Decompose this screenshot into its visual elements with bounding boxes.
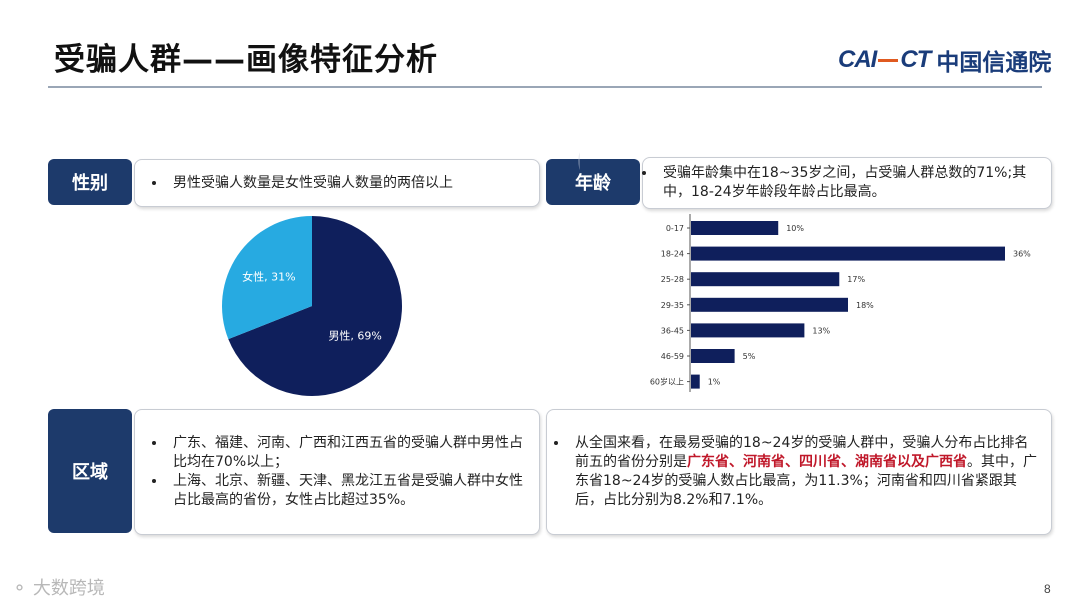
gender-tag: 性别 <box>48 159 132 205</box>
region-tag: 区域 <box>48 409 132 533</box>
caict-logo: CAI CT 中国信通院 <box>838 44 1051 76</box>
national-text-1: 从全国来看，在最易受骗的18~24岁的受骗人群中，受骗人分布占比排名前五的省份分… <box>575 435 1029 470</box>
region-bullet-2: 上海、北京、新疆、天津、黑龙江五省是受骗人群中女性占比最高的省份，女性占比超过3… <box>167 472 525 510</box>
region-bullet-1: 广东、福建、河南、广西和江西五省的受骗人群中男性占比均在70%以上； <box>167 434 525 472</box>
age-note: 受骗年龄集中在18~35岁之间，占受骗人群总数的71%;其中，18-24岁年龄段… <box>657 164 1051 202</box>
pie-slice-male <box>228 216 402 396</box>
national-highlight: 广东省、河南省、四川省、湖南省以及广西省 <box>687 454 967 470</box>
region-box: 广东、福建、河南、广西和江西五省的受骗人群中男性占比均在70%以上； 上海、北京… <box>134 409 540 535</box>
logo-accent-bar <box>878 58 899 62</box>
pie-slice-female <box>221 216 312 340</box>
bar-29-35 <box>691 297 848 312</box>
footer-brand: ⚬ 大数跨境 <box>12 574 105 600</box>
national-text-2: 。其中，广东省18~24岁的受骗人数占比最高，为11.3%；河南省和四川省紧跟其… <box>575 454 1037 508</box>
national-note: 从全国来看，在最易受骗的18~24岁的受骗人群中，受骗人分布占比排名前五的省份分… <box>569 434 1037 510</box>
age-note-box: 受骗年龄集中在18~35岁之间，占受骗人群总数的71%;其中，18-24岁年龄段… <box>642 157 1052 209</box>
bar-value-label: 18% <box>856 301 874 310</box>
bar-value-label: 5% <box>743 352 756 361</box>
logo-text-en-left: CAI <box>838 46 877 73</box>
bar-value-label: 17% <box>847 275 865 284</box>
bar-value-label: 10% <box>786 224 804 233</box>
logo-text-cn: 中国信通院 <box>936 50 1052 76</box>
national-box: 从全国来看，在最易受骗的18~24岁的受骗人群中，受骗人分布占比排名前五的省份分… <box>546 409 1052 535</box>
bar-18-24 <box>691 246 1005 261</box>
bar-category-label: 36-45 <box>661 326 684 335</box>
bar-0-17 <box>691 221 779 235</box>
title-divider <box>48 86 1042 88</box>
bar-category-label: 18-24 <box>661 250 684 259</box>
bar-value-label: 13% <box>812 326 830 335</box>
gender-pie-chart: 男性, 69% 女性, 31% <box>221 216 402 396</box>
bar-category-label: 46-59 <box>661 352 684 361</box>
gender-note: 男性受骗人数量是女性受骗人数量的两倍以上 <box>167 174 453 193</box>
bar-60岁以上 <box>691 374 700 389</box>
bar-category-label: 25-28 <box>661 275 684 284</box>
bar-value-label: 36% <box>1013 250 1031 259</box>
page-number: 8 <box>1044 582 1051 596</box>
age-bar-chart: 0-17 10% 18-24 36% 25-28 17% 29-35 18% 36-45 13% 4… <box>650 214 1031 392</box>
bar-category-label: 0-17 <box>666 224 684 233</box>
gender-note-box: 男性受骗人数量是女性受骗人数量的两倍以上 <box>134 159 540 207</box>
bar-25-28 <box>691 272 840 287</box>
page-title: 受骗人群——画像特征分析 <box>54 42 438 78</box>
pie-data-label: 男性, 69% <box>328 328 381 342</box>
bar-36-45 <box>691 323 805 338</box>
logo-text-en-right: CT <box>900 46 931 73</box>
pie-data-label: 女性, 31% <box>242 270 295 284</box>
bar-value-label: 1% <box>708 378 721 387</box>
bar-category-label: 60岁以上 <box>650 377 684 387</box>
age-tag: 年龄 <box>546 159 640 205</box>
footer-brand-text: 大数跨境 <box>32 578 105 599</box>
bar-46-59 <box>691 349 735 363</box>
bar-category-label: 29-35 <box>661 301 684 310</box>
footer-brand-icon: ⚬ <box>12 578 28 599</box>
